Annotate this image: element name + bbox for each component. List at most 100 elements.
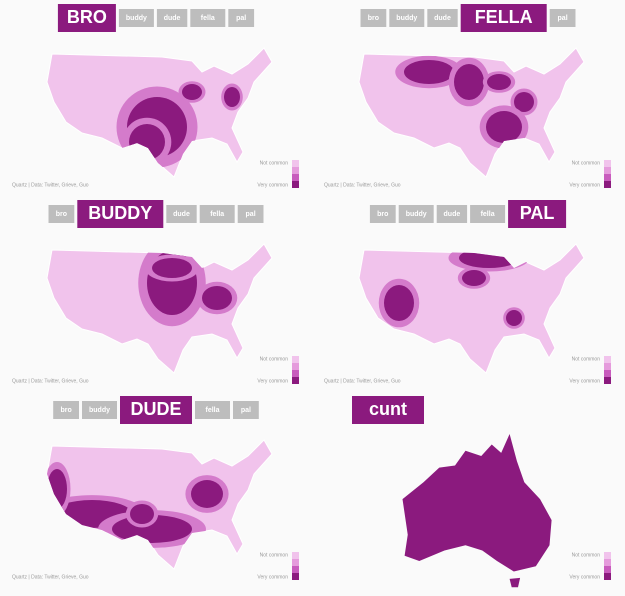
legend-swatch bbox=[292, 370, 299, 377]
active-tab[interactable] bbox=[77, 200, 164, 228]
us-map bbox=[46, 439, 273, 570]
tab-label: bro bbox=[368, 15, 379, 22]
tab-label: cunt bbox=[369, 399, 407, 419]
legend-swatch bbox=[604, 167, 611, 174]
panel: bro BUDDY dude fella pal Not common Very commo… bbox=[12, 200, 299, 384]
legend-label: Very common bbox=[257, 378, 288, 384]
high-area bbox=[454, 64, 484, 100]
legend-label: Very common bbox=[569, 378, 600, 384]
legend-swatch bbox=[604, 573, 611, 580]
tab[interactable] bbox=[369, 205, 396, 223]
tab-label: pal bbox=[241, 407, 251, 414]
tab[interactable] bbox=[199, 205, 235, 223]
active-tab[interactable] bbox=[57, 4, 116, 32]
tab[interactable] bbox=[360, 9, 387, 27]
high-area bbox=[384, 285, 414, 321]
tab[interactable] bbox=[190, 9, 226, 27]
tab[interactable] bbox=[228, 9, 255, 27]
tab[interactable] bbox=[389, 9, 425, 27]
active-tab[interactable] bbox=[352, 396, 424, 424]
source: Quartz | Data: Twitter, Grieve, Guo bbox=[12, 574, 89, 580]
tab[interactable] bbox=[470, 205, 506, 223]
tab-label: dude bbox=[434, 15, 451, 22]
tab-label: pal bbox=[558, 15, 568, 22]
tab[interactable] bbox=[436, 205, 468, 223]
legend-swatch bbox=[292, 559, 299, 566]
high-area bbox=[130, 504, 154, 524]
density bbox=[138, 244, 238, 327]
active-tab[interactable] bbox=[120, 396, 192, 424]
us-outline bbox=[358, 243, 585, 374]
tab-label: FELLA bbox=[475, 7, 533, 27]
tab[interactable] bbox=[53, 401, 79, 419]
tab-label: buddy bbox=[89, 407, 110, 414]
legend-swatch bbox=[292, 174, 299, 181]
australia-map bbox=[402, 434, 552, 588]
legend-label: Not common bbox=[572, 160, 601, 166]
us-map bbox=[46, 243, 273, 374]
legend-swatch bbox=[604, 559, 611, 566]
high-area bbox=[462, 270, 486, 286]
panel: bro buddy dude FELLA pal Not common Very commo… bbox=[324, 4, 611, 188]
tab-label: buddy bbox=[396, 15, 417, 22]
source: Quartz | Data: Twitter, Grieve, Guo bbox=[324, 378, 401, 384]
tab-label: bro bbox=[60, 407, 71, 414]
tab-label: dude bbox=[173, 211, 190, 218]
tab-label: PAL bbox=[520, 203, 555, 223]
panel: cunt Not common Very common bbox=[352, 396, 611, 588]
legend-label: Very common bbox=[257, 574, 288, 580]
source: Quartz | Data: Twitter, Grieve, Guo bbox=[12, 182, 89, 188]
panel: BRO buddy dude fella pal Not common Very commo… bbox=[12, 4, 299, 188]
tab-label: dude bbox=[164, 15, 181, 22]
tab[interactable] bbox=[118, 9, 154, 27]
legend-swatch bbox=[292, 552, 299, 559]
tab-label: DUDE bbox=[130, 399, 181, 419]
tab[interactable] bbox=[195, 401, 230, 419]
high-area bbox=[224, 87, 240, 107]
high-area bbox=[202, 286, 232, 310]
tab[interactable] bbox=[48, 205, 75, 223]
tab-label: dude bbox=[444, 211, 461, 218]
legend-label: Very common bbox=[569, 182, 600, 188]
tab[interactable] bbox=[237, 205, 264, 223]
tab-label: bro bbox=[56, 211, 67, 218]
legend-swatch bbox=[292, 573, 299, 580]
tasmania bbox=[509, 577, 521, 588]
tab[interactable] bbox=[233, 401, 259, 419]
source: Quartz | Data: Twitter, Grieve, Guo bbox=[324, 182, 401, 188]
legend-label: Not common bbox=[260, 160, 289, 166]
tab[interactable] bbox=[82, 401, 117, 419]
high-area bbox=[486, 111, 522, 143]
tab[interactable] bbox=[427, 9, 458, 27]
us-outline bbox=[46, 439, 273, 570]
tab[interactable] bbox=[166, 205, 197, 223]
legend-swatch bbox=[604, 181, 611, 188]
legend-swatch bbox=[292, 377, 299, 384]
legend-swatch bbox=[604, 370, 611, 377]
active-tab[interactable] bbox=[508, 200, 567, 228]
tab-label: pal bbox=[246, 211, 256, 218]
tab-label: buddy bbox=[406, 211, 427, 218]
legend-label: Not common bbox=[572, 356, 601, 362]
panel: bro buddy DUDE fella pal Not common Very commo… bbox=[12, 396, 299, 580]
legend-label: Not common bbox=[260, 552, 289, 558]
legend-label: Very common bbox=[257, 182, 288, 188]
legend-swatch bbox=[604, 566, 611, 573]
high-area bbox=[487, 74, 511, 90]
australia bbox=[402, 434, 552, 572]
tab[interactable] bbox=[398, 205, 434, 223]
tab[interactable] bbox=[549, 9, 576, 27]
high-area bbox=[506, 310, 522, 326]
legend-swatch bbox=[292, 167, 299, 174]
active-tab[interactable] bbox=[460, 4, 547, 32]
tab-label: bro bbox=[377, 211, 388, 218]
legend-swatch bbox=[292, 566, 299, 573]
legend-swatch bbox=[292, 181, 299, 188]
high-area bbox=[514, 92, 534, 112]
tab[interactable] bbox=[156, 9, 188, 27]
tab-label: fella bbox=[201, 15, 215, 22]
tab-label: fella bbox=[481, 211, 495, 218]
source: Quartz | Data: Twitter, Grieve, Guo bbox=[12, 378, 89, 384]
high-area bbox=[404, 60, 454, 84]
